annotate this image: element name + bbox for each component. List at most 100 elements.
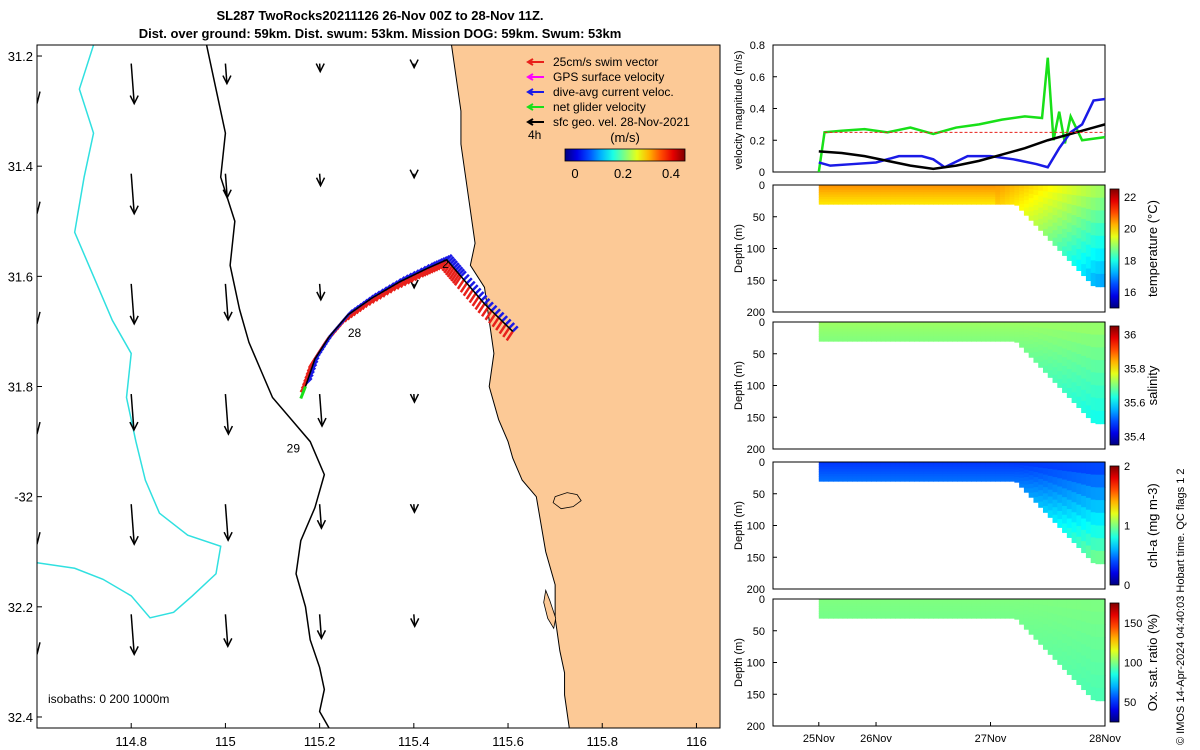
section-cell <box>990 331 996 335</box>
section-cell <box>876 466 882 470</box>
section-cell <box>837 613 844 617</box>
section-cell <box>1076 375 1082 387</box>
section-cell <box>842 471 849 475</box>
section-cell <box>990 189 996 193</box>
section-cell <box>1023 625 1030 630</box>
section-cell <box>1081 484 1087 497</box>
section-cell <box>928 464 934 468</box>
section-cell <box>837 326 844 330</box>
section-cell <box>1090 222 1097 236</box>
section-cell <box>952 473 958 477</box>
section-cell <box>980 476 987 480</box>
section-cell <box>1023 344 1030 349</box>
section-cell <box>1033 487 1039 493</box>
section-cell <box>909 324 915 328</box>
section-cell <box>1014 467 1020 471</box>
y-tick-label: 32.4 <box>8 710 33 725</box>
section-cell <box>833 331 839 335</box>
section-cell <box>895 601 901 605</box>
section-cell <box>1009 469 1015 473</box>
section-cell <box>995 471 1001 475</box>
section-cell <box>1052 644 1058 653</box>
section-cell <box>895 326 901 330</box>
section-cell <box>1081 322 1087 334</box>
section-cell <box>957 189 963 193</box>
geo-vector <box>224 173 228 198</box>
section-cell <box>895 473 901 477</box>
section-cell <box>1047 185 1054 193</box>
section-cell <box>1090 462 1097 476</box>
section-cell <box>1047 496 1054 505</box>
section-cell <box>914 603 920 607</box>
section-cell <box>823 462 829 465</box>
section-cell <box>985 464 992 468</box>
geo-vector <box>224 283 229 320</box>
section-cell <box>1000 336 1006 340</box>
section-cell <box>876 471 882 475</box>
section-cell <box>1033 327 1039 333</box>
section-cell <box>918 194 925 198</box>
section-cell <box>1004 192 1011 196</box>
section-cell <box>899 326 906 330</box>
section-cell <box>1076 641 1082 653</box>
section-cell <box>1062 374 1068 385</box>
section-cell <box>866 613 872 617</box>
section-cell <box>1004 199 1011 203</box>
section-cell <box>985 603 992 607</box>
section-cell <box>947 462 953 465</box>
section-cell <box>818 473 825 477</box>
section-cell <box>1014 609 1020 613</box>
geo-vector-head <box>129 421 139 432</box>
current-vector <box>477 291 485 298</box>
section-cell <box>976 599 982 602</box>
section-cell <box>837 462 844 465</box>
section-cell <box>1100 487 1106 501</box>
section-cell <box>833 478 839 482</box>
section-cell <box>971 606 977 610</box>
section-cell <box>847 476 853 480</box>
section-cell <box>990 324 996 328</box>
section-ylabel: Depth (m) <box>733 501 745 550</box>
section-cell <box>828 613 834 617</box>
section-cell <box>1019 340 1025 345</box>
section-cell <box>1014 327 1020 331</box>
section-cell <box>1023 325 1030 331</box>
section-cell <box>957 464 963 468</box>
section-cell <box>1062 462 1068 472</box>
section-cell <box>995 333 1001 337</box>
section-cell <box>995 601 1001 605</box>
section-cell <box>947 324 953 328</box>
section-cell <box>923 608 930 612</box>
section-cell <box>980 331 987 335</box>
section-cell <box>833 333 839 337</box>
section-cell <box>1000 333 1006 337</box>
section-cell <box>1095 500 1101 514</box>
section-cell <box>961 469 968 473</box>
section-cell <box>842 329 849 333</box>
section-cell <box>1066 203 1073 214</box>
section-cell <box>1095 525 1101 539</box>
section-cell <box>818 326 825 330</box>
section-cell <box>1023 333 1030 338</box>
section-cell <box>976 615 982 619</box>
section-cell <box>914 476 920 480</box>
section-cell <box>895 613 901 617</box>
section-cell <box>837 201 844 205</box>
section-cell <box>1076 599 1082 611</box>
section-cell <box>1014 334 1020 338</box>
section-cell <box>837 196 844 200</box>
section-cell <box>890 187 896 191</box>
section-cell <box>1028 462 1035 467</box>
section-cell <box>1042 636 1049 644</box>
section-cell <box>1028 339 1035 345</box>
section-cell <box>1014 469 1020 473</box>
section-cell <box>885 462 891 465</box>
section-cell <box>818 329 825 333</box>
section-cell <box>1023 200 1030 205</box>
section-cell <box>828 608 834 612</box>
section-cell <box>957 326 963 330</box>
section-cell <box>895 608 901 612</box>
section-cell <box>957 322 963 325</box>
section-cell <box>866 322 872 325</box>
section-cell <box>976 331 982 335</box>
